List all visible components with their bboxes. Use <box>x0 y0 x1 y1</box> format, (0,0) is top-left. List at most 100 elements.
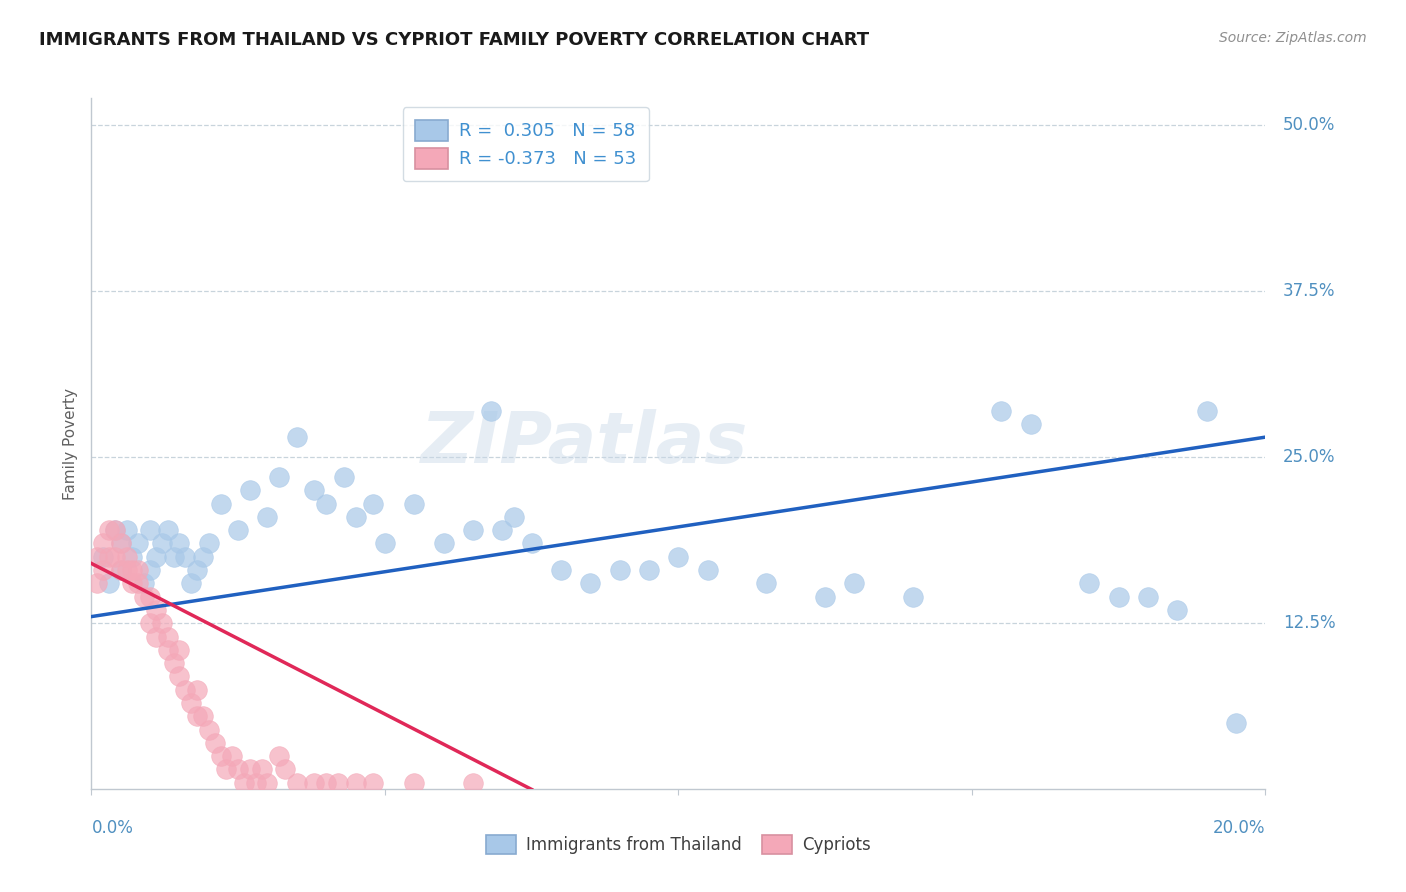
Point <box>274 763 297 777</box>
Point <box>209 749 232 764</box>
Point <box>139 616 162 631</box>
Point <box>844 576 866 591</box>
Point <box>169 536 191 550</box>
Point <box>1078 576 1101 591</box>
Point <box>344 509 367 524</box>
Point <box>134 576 156 591</box>
Point <box>150 616 173 631</box>
Point <box>98 576 121 591</box>
Point <box>98 523 121 537</box>
Point <box>404 776 426 790</box>
Point <box>162 656 184 670</box>
Point <box>156 643 179 657</box>
Point <box>1136 590 1159 604</box>
Point <box>304 483 326 498</box>
Point <box>121 563 143 577</box>
Point <box>104 523 127 537</box>
Text: 12.5%: 12.5% <box>1284 615 1336 632</box>
Text: 37.5%: 37.5% <box>1284 282 1336 300</box>
Point <box>239 763 262 777</box>
Point <box>127 536 149 550</box>
Point <box>285 776 308 790</box>
Point <box>197 723 219 737</box>
Point <box>197 536 219 550</box>
Point <box>326 776 349 790</box>
Point <box>550 563 572 577</box>
Point <box>1019 417 1042 431</box>
Point <box>186 682 208 697</box>
Point <box>91 549 114 564</box>
Point <box>1108 590 1130 604</box>
Point <box>91 536 114 550</box>
Point <box>134 590 156 604</box>
Point <box>269 470 291 484</box>
Point <box>250 763 273 777</box>
Point <box>127 576 149 591</box>
Point <box>990 403 1012 417</box>
Point <box>1225 715 1247 730</box>
Point <box>121 549 143 564</box>
Point <box>233 776 256 790</box>
Point <box>174 549 197 564</box>
Point <box>169 643 191 657</box>
Point <box>491 523 513 537</box>
Point <box>209 497 232 511</box>
Point <box>609 563 631 577</box>
Point <box>186 709 208 723</box>
Point <box>145 603 167 617</box>
Point <box>191 549 214 564</box>
Point <box>814 590 837 604</box>
Point <box>226 763 249 777</box>
Point <box>150 536 173 550</box>
Point <box>115 523 138 537</box>
Point <box>127 563 149 577</box>
Point <box>156 523 179 537</box>
Point <box>256 509 278 524</box>
Point <box>304 776 326 790</box>
Point <box>91 563 114 577</box>
Text: 50.0%: 50.0% <box>1284 116 1336 134</box>
Point <box>333 470 356 484</box>
Point <box>215 763 238 777</box>
Point <box>169 669 191 683</box>
Point <box>86 549 108 564</box>
Point <box>180 696 202 710</box>
Point <box>361 776 384 790</box>
Text: 25.0%: 25.0% <box>1284 448 1336 466</box>
Point <box>191 709 214 723</box>
Point <box>666 549 689 564</box>
Point <box>104 523 127 537</box>
Text: ZIPatlas: ZIPatlas <box>420 409 748 478</box>
Point <box>139 563 162 577</box>
Point <box>638 563 661 577</box>
Point <box>186 563 208 577</box>
Point <box>204 736 226 750</box>
Point <box>503 509 526 524</box>
Point <box>98 549 121 564</box>
Point <box>461 523 484 537</box>
Point <box>285 430 308 444</box>
Point <box>315 776 337 790</box>
Point <box>239 483 262 498</box>
Point <box>245 776 267 790</box>
Point <box>121 576 143 591</box>
Point <box>139 523 162 537</box>
Point <box>579 576 602 591</box>
Point <box>315 497 337 511</box>
Point <box>86 576 108 591</box>
Point <box>520 536 543 550</box>
Point <box>1195 403 1218 417</box>
Text: 20.0%: 20.0% <box>1213 819 1265 837</box>
Point <box>269 749 291 764</box>
Point <box>696 563 718 577</box>
Point <box>145 630 167 644</box>
Point <box>432 536 454 550</box>
Text: IMMIGRANTS FROM THAILAND VS CYPRIOT FAMILY POVERTY CORRELATION CHART: IMMIGRANTS FROM THAILAND VS CYPRIOT FAMI… <box>39 31 869 49</box>
Point <box>404 497 426 511</box>
Point <box>110 563 132 577</box>
Point <box>110 536 132 550</box>
Point <box>755 576 778 591</box>
Legend: R =  0.305   N = 58, R = -0.373   N = 53: R = 0.305 N = 58, R = -0.373 N = 53 <box>404 107 648 181</box>
Point <box>344 776 367 790</box>
Point <box>156 630 179 644</box>
